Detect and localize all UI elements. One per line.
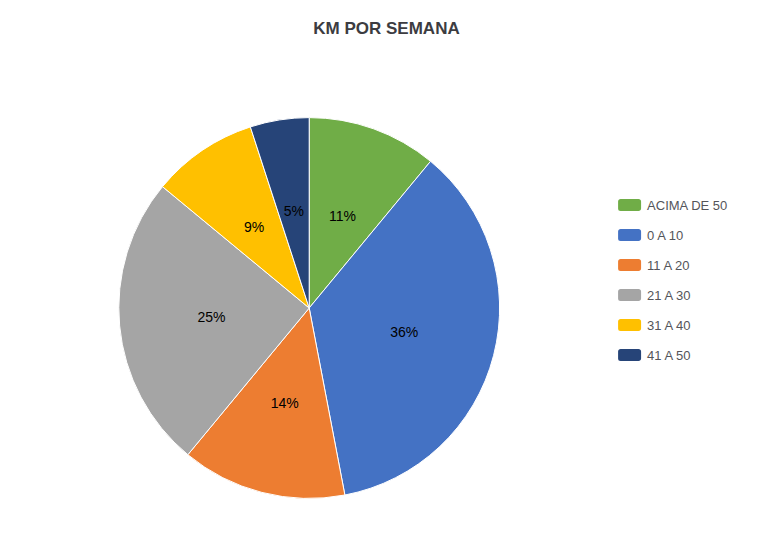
svg-text:31 A 40: 31 A 40 (647, 318, 690, 333)
svg-text:36%: 36% (390, 324, 418, 340)
svg-text:5%: 5% (284, 203, 304, 219)
svg-text:41 A 50: 41 A 50 (647, 348, 690, 363)
svg-text:14%: 14% (271, 395, 299, 411)
svg-text:11 A 20: 11 A 20 (647, 258, 689, 273)
svg-text:21 A 30: 21 A 30 (647, 288, 690, 303)
svg-text:11%: 11% (329, 208, 356, 224)
svg-text:0 A 10: 0 A 10 (647, 228, 683, 243)
svg-text:25%: 25% (197, 309, 225, 325)
svg-text:9%: 9% (244, 219, 264, 235)
svg-text:KM POR SEMANA: KM POR SEMANA (313, 19, 459, 38)
svg-text:ACIMA DE 50: ACIMA DE 50 (647, 198, 727, 213)
